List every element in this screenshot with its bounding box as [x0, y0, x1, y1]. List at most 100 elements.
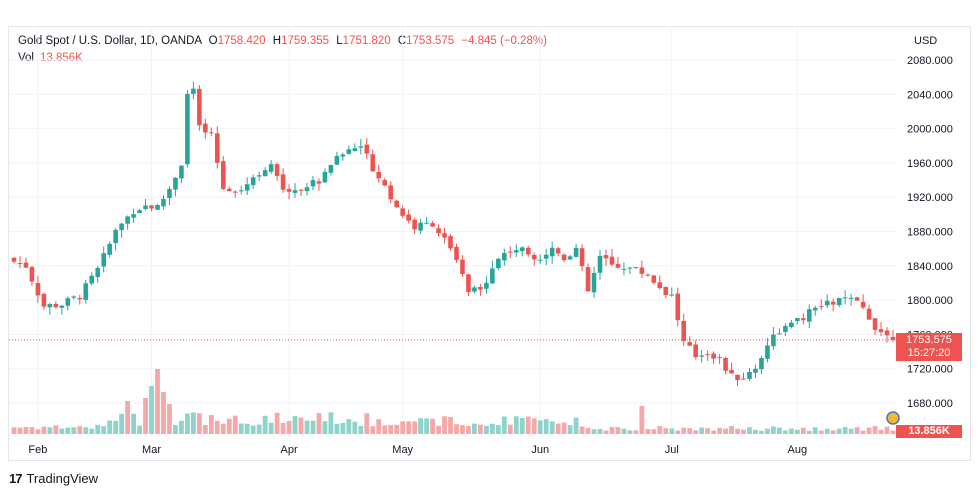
candle-body	[525, 247, 531, 255]
volume-bar	[842, 426, 848, 434]
volume-bar	[549, 421, 555, 434]
volume-bar	[77, 426, 83, 434]
y-tick-label: 2040.000	[907, 89, 953, 101]
ohlc-legend: Gold Spot / U.S. Dollar, 1D, OANDA O1758…	[18, 35, 547, 47]
volume-bar	[232, 415, 238, 434]
x-tick-label: Aug	[788, 444, 808, 456]
open-label: O	[208, 35, 218, 47]
volume-bar	[155, 369, 160, 434]
volume-bar	[639, 406, 645, 434]
candle-body	[484, 282, 489, 289]
candle-body	[490, 268, 495, 284]
y-tick-label: 1960.000	[907, 158, 953, 170]
candles	[11, 81, 896, 387]
volume-bar	[292, 416, 298, 434]
candle-body	[149, 205, 154, 209]
candle-body	[753, 368, 758, 373]
time-axis[interactable]: Feb Mar Apr May Jun Jul Aug	[28, 444, 807, 456]
volume-bar	[633, 430, 639, 434]
candle-body	[663, 286, 669, 296]
candle-body	[502, 252, 507, 261]
volume-bar	[238, 423, 244, 434]
volume-bar	[256, 424, 262, 434]
candle-body	[657, 282, 663, 289]
volume-bar	[866, 427, 872, 434]
candle-body	[59, 305, 65, 308]
alert-icon[interactable]	[886, 411, 900, 425]
volume-bar	[818, 430, 824, 434]
volume-bar	[812, 427, 818, 434]
candle-body	[543, 254, 549, 259]
volume-bar	[537, 420, 543, 434]
price-axis[interactable]: 1680.0001720.0001760.0001800.0001840.000…	[907, 55, 953, 410]
candle-body	[95, 268, 101, 278]
candle-body	[609, 256, 615, 265]
volume-bar	[214, 420, 220, 434]
candle-body	[185, 93, 190, 165]
volume-bar	[771, 426, 776, 434]
candle-body	[454, 246, 459, 260]
candle-body	[53, 303, 59, 308]
candle-body	[717, 357, 722, 359]
volume-bar	[376, 419, 382, 434]
volume-bar	[717, 427, 722, 434]
volume-bar	[561, 422, 567, 434]
volume-bar	[280, 423, 286, 434]
candle-body	[759, 358, 764, 370]
candle-body	[167, 189, 172, 199]
candle-body	[531, 254, 537, 260]
volume-bar	[472, 423, 477, 434]
volume-bar	[358, 425, 364, 434]
candle-body	[316, 181, 322, 184]
volume-bar	[543, 419, 549, 434]
candle-body	[215, 133, 220, 163]
candle-body	[579, 248, 585, 267]
volume-bar	[860, 430, 866, 434]
high-value: 1759.355	[281, 35, 330, 47]
candle-body	[77, 298, 83, 300]
candle-body	[65, 298, 71, 306]
volume-bar	[352, 421, 358, 434]
volume-bar	[41, 426, 47, 434]
volume-bar	[316, 413, 322, 434]
volume-bar	[788, 428, 794, 434]
volume-bar	[782, 430, 788, 434]
candle-body	[209, 132, 214, 134]
volume-bar	[747, 427, 752, 434]
candle-body	[496, 258, 501, 269]
volume-bar	[890, 430, 896, 434]
candle-body	[286, 188, 292, 192]
candle-body	[364, 144, 370, 154]
volume-bar	[466, 425, 471, 434]
candle-body	[687, 342, 692, 346]
last-price-label: 1753.575 15:27:20	[896, 332, 962, 361]
candle-body	[155, 204, 160, 210]
candle-body	[328, 165, 334, 173]
volume-bar	[143, 398, 148, 434]
candle-body	[358, 146, 364, 148]
candle-body	[173, 177, 178, 190]
candle-body	[705, 354, 710, 356]
candle-body	[388, 185, 394, 200]
candle-body	[238, 190, 244, 192]
candle-body	[830, 301, 836, 305]
candle-body	[179, 165, 184, 179]
candle-body	[71, 296, 77, 298]
candle-body	[47, 304, 53, 308]
candle-body	[346, 149, 352, 154]
volume-bar	[328, 412, 334, 434]
volume-bar	[190, 412, 196, 434]
candle-body	[603, 255, 609, 259]
candle-body	[765, 345, 770, 359]
candle-body	[890, 336, 896, 340]
candle-body	[872, 318, 878, 330]
symbol-title[interactable]: Gold Spot / U.S. Dollar, 1D, OANDA	[18, 35, 202, 47]
volume-bar	[872, 426, 878, 434]
tradingview-brand[interactable]: 17 TradingView	[9, 471, 98, 486]
volume-bar	[603, 430, 609, 434]
volume-bar	[507, 424, 513, 434]
y-tick-label: 1720.000	[907, 364, 953, 376]
candle-body	[585, 267, 591, 292]
volume-bar	[591, 429, 597, 434]
